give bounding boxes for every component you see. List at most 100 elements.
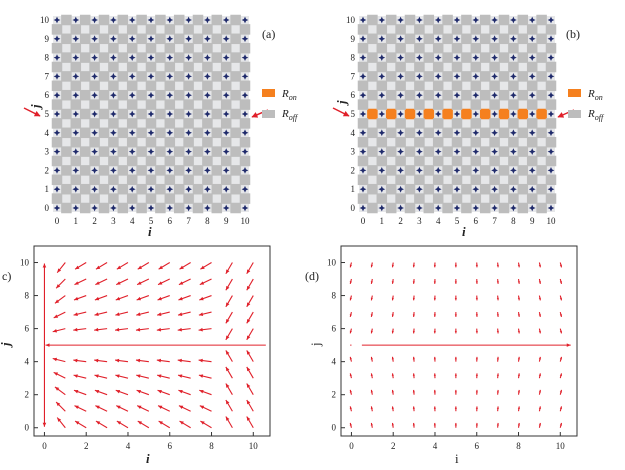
current-vector-head: [136, 296, 142, 301]
current-vector-head: [496, 356, 499, 360]
current-vector-head: [73, 389, 79, 394]
resistor-off-vertical: [545, 136, 557, 148]
y-tick-label: 10: [20, 258, 30, 268]
resistor-off-horizontal: [136, 89, 147, 101]
current-vector-head: [178, 281, 184, 285]
resistor-off-vertical: [164, 118, 176, 129]
resistor-off-horizontal: [367, 71, 378, 82]
resistor-off-horizontal: [423, 89, 435, 101]
grid-node: [378, 148, 386, 155]
x-tick-label: 3: [111, 216, 116, 226]
grid-node: [472, 148, 480, 155]
x-tick-label: 0: [349, 441, 354, 451]
current-vector-head: [517, 406, 520, 409]
resistor-off-horizontal: [61, 108, 72, 120]
x-axis-label-d: i: [455, 451, 459, 466]
legend-on-label-a: Ron: [281, 88, 297, 102]
resistor-off-horizontal: [385, 33, 397, 45]
resistor-off-vertical: [145, 155, 157, 167]
resistor-off-vertical: [239, 155, 251, 167]
x-tick-label: 6: [168, 441, 173, 451]
current-vector-head: [158, 281, 163, 285]
resistor-off-horizontal: [79, 52, 91, 63]
resistor-off-horizontal: [136, 183, 147, 195]
y-tick-label: 6: [332, 324, 337, 334]
resistor-off-vertical: [89, 80, 100, 92]
current-vector-head: [94, 358, 99, 363]
legend-on-label-b: Ron: [587, 88, 603, 102]
resistor-off-horizontal: [173, 71, 185, 82]
grid-node: [416, 54, 423, 61]
resistor-off-horizontal: [98, 127, 110, 139]
grid-node: [472, 185, 480, 193]
resistor-off-horizontal: [404, 71, 416, 82]
current-vector-head: [177, 374, 183, 378]
resistor-off-vertical: [239, 24, 251, 35]
resistor-off-vertical: [164, 24, 176, 35]
resistor-off-vertical: [145, 99, 157, 110]
resistor-off-vertical: [164, 61, 176, 73]
y-axis-label-a: j: [28, 104, 43, 110]
resistor-off-horizontal: [117, 165, 129, 176]
grid-node: [110, 148, 117, 155]
resistor-off-horizontal: [479, 202, 491, 214]
resistor-off-vertical: [70, 99, 82, 110]
current-vector-head: [517, 314, 520, 317]
y-tick-label: 3: [351, 147, 356, 157]
resistor-off-vertical: [70, 155, 82, 167]
grid-node: [110, 185, 117, 193]
resistor-off-vertical: [202, 42, 213, 54]
grid-node: [128, 148, 136, 155]
resistor-off-horizontal: [98, 146, 110, 157]
grid-node: [72, 185, 80, 193]
resistor-off-vertical: [526, 61, 538, 73]
current-vector-head: [178, 389, 183, 394]
y-axis-label-b: j: [334, 100, 349, 106]
x-tick-label: 6: [474, 216, 479, 226]
resistor-off-horizontal: [367, 52, 378, 63]
grid-node: [204, 129, 211, 137]
resistor-off-vertical: [108, 174, 119, 186]
resistor-off-horizontal: [404, 165, 416, 176]
resistor-off-vertical: [126, 118, 138, 129]
resistor-off-horizontal: [230, 127, 241, 139]
resistor-off-vertical: [89, 193, 100, 204]
legend-b: Ron Roff: [568, 88, 605, 122]
grid-node: [416, 35, 423, 43]
resistor-off-horizontal: [461, 127, 472, 139]
grid-node: [204, 204, 211, 212]
resistor-off-horizontal: [173, 146, 185, 157]
resistor-off-vertical: [395, 61, 406, 73]
resistor-off-vertical: [395, 99, 406, 110]
resistor-off-horizontal: [385, 89, 397, 101]
current-vector-head: [225, 318, 230, 324]
grid-node: [528, 110, 536, 118]
resistor-off-horizontal: [155, 71, 166, 82]
resistor-off-horizontal: [442, 89, 453, 101]
grid-node: [434, 148, 442, 155]
resistor-off-horizontal: [192, 71, 204, 82]
grid-node: [472, 167, 480, 174]
x-tick-label: 8: [205, 216, 210, 226]
current-vector-head: [412, 297, 415, 301]
y-tick-label: 6: [25, 324, 30, 334]
panel-d-label: (d): [305, 269, 319, 283]
resistor-off-vertical: [51, 155, 63, 167]
grid-node: [434, 54, 442, 61]
y-tick-label: 2: [25, 390, 30, 400]
resistor-off-vertical: [526, 155, 538, 167]
current-vector-head: [54, 299, 60, 304]
resistor-off-vertical: [183, 136, 194, 148]
current-vector-head: [391, 389, 394, 393]
resistor-off-vertical: [508, 24, 519, 35]
current-vector-head: [454, 389, 457, 393]
resistor-off-horizontal: [385, 202, 397, 214]
resistor-off-horizontal: [461, 183, 472, 195]
grid-node: [378, 204, 386, 212]
resistor-off-vertical: [357, 174, 369, 186]
resistor-off-vertical: [183, 155, 194, 167]
resistor-off-horizontal: [211, 165, 223, 176]
grid-node: [378, 54, 386, 61]
panel-a: (a) 0 1 2 3 4 5 6 7 8 9 10 0 1 2 3 4 5 6 7 8 9 10 i j Ron Ro…: [23, 14, 299, 239]
current-vector-head: [433, 281, 436, 284]
